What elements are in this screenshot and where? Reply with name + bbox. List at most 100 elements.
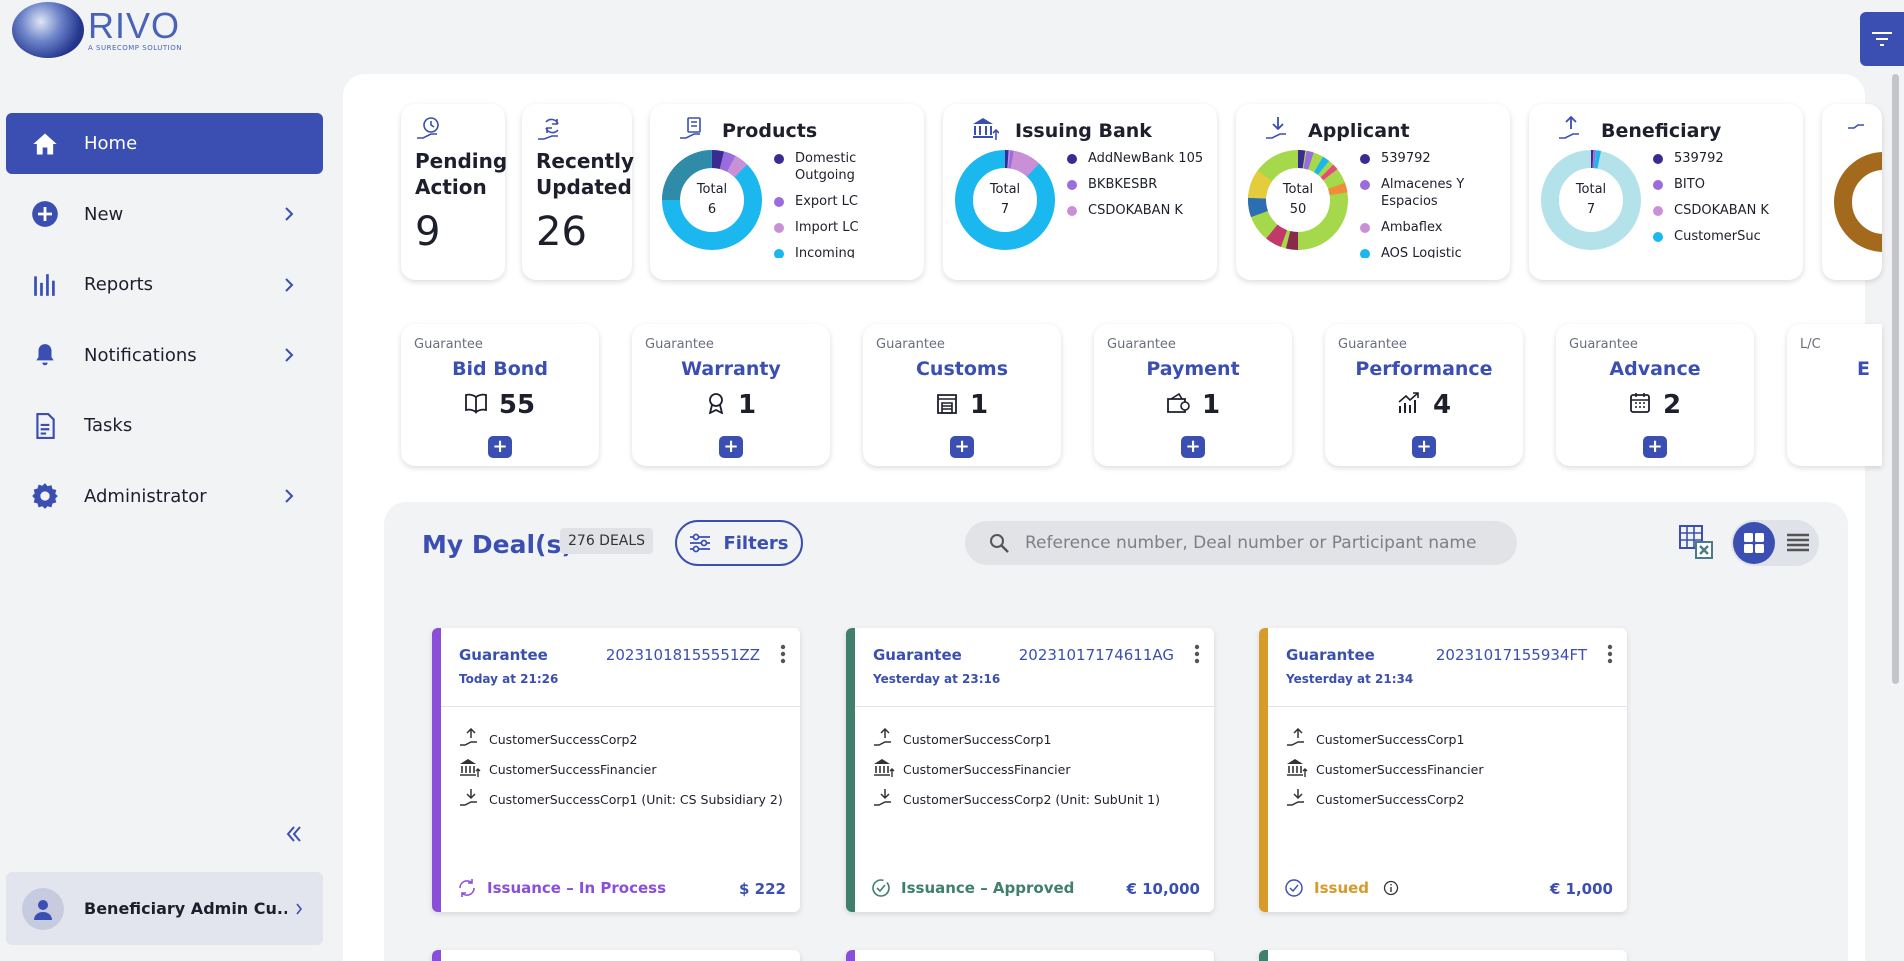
more-options-icon[interactable] <box>1194 644 1200 668</box>
legend-item[interactable]: Import LC <box>774 219 914 236</box>
next-pie-card[interactable] <box>1822 104 1882 280</box>
legend-item[interactable]: AOS Logistic <box>1360 245 1500 258</box>
sidebar-item-label: New <box>84 203 124 225</box>
add-payment-button[interactable]: + <box>1181 436 1205 458</box>
issuing-bank-card[interactable]: Issuing Bank Total 7 AddNewBank 105 BKBK… <box>943 104 1217 280</box>
gear-icon <box>28 479 62 513</box>
guarantee-card-customs[interactable]: Guarantee Customs 1 + <box>863 324 1061 466</box>
guarantee-card-advance[interactable]: Guarantee Advance 2 + <box>1556 324 1754 466</box>
legend-label: CSDOKABAN K <box>1088 203 1183 218</box>
beneficiary-name: CustomerSuccessCorp2 <box>489 732 638 747</box>
more-options-icon[interactable] <box>1607 644 1613 668</box>
deal-card[interactable] <box>1259 950 1627 961</box>
chevron-right-icon <box>277 277 301 292</box>
legend-label: Incoming <box>795 246 855 258</box>
sidebar-item-tasks[interactable]: Tasks <box>6 395 323 456</box>
deal-card[interactable]: Guarantee Today at 21:26 20231018155551Z… <box>432 628 800 912</box>
stat-title: Recently Updated <box>536 149 635 199</box>
pending-action-card[interactable]: Pending Action 9 <box>401 104 507 280</box>
list-view-button[interactable] <box>1779 522 1817 564</box>
add-customs-button[interactable]: + <box>950 436 974 458</box>
total-label: Total <box>1282 182 1314 197</box>
rivo-logo[interactable]: RIVO A SURECOMP SOLUTION <box>12 2 182 58</box>
products-card[interactable]: Products Total 6 Domestic Outgoing Expor… <box>650 104 924 280</box>
legend-item[interactable]: Domestic Outgoing <box>774 150 914 184</box>
add-bid-bond-button[interactable]: + <box>488 436 512 458</box>
deal-card[interactable] <box>846 950 1214 961</box>
sidebar-item-home[interactable]: Home <box>6 113 323 174</box>
legend-item[interactable]: CustomerSuc <box>1653 228 1793 245</box>
sidebar-item-notifications[interactable]: Notifications <box>6 325 323 386</box>
legend-item[interactable]: 539792 <box>1653 150 1793 167</box>
legend-dot <box>774 249 784 258</box>
search-input[interactable] <box>1025 533 1495 553</box>
deal-card[interactable]: Guarantee Yesterday at 21:34 20231017155… <box>1259 628 1627 912</box>
user-profile[interactable]: Beneficiary Admin Cu... <box>6 872 323 945</box>
bell-icon <box>28 338 62 372</box>
legend-item[interactable]: Ambaflex <box>1360 219 1500 236</box>
guarantee-card-warranty[interactable]: Guarantee Warranty 1 + <box>632 324 830 466</box>
applicant-icon <box>1286 788 1316 811</box>
card-count: 1 <box>1201 390 1221 420</box>
sidebar-item-reports[interactable]: Reports <box>6 254 323 315</box>
sliders-icon <box>690 533 711 553</box>
chart-up-icon <box>1397 392 1421 418</box>
sidebar-item-new[interactable]: New <box>6 184 323 245</box>
beneficiary-icon <box>873 727 903 751</box>
lc-card-partial[interactable]: L/C E <box>1787 324 1882 466</box>
bank-name: CustomerSuccessFinancier <box>1316 762 1484 777</box>
chevron-right-icon <box>277 348 301 362</box>
deal-search-bar[interactable] <box>965 521 1517 565</box>
card-category: Guarantee <box>1338 337 1407 352</box>
deal-card[interactable] <box>432 950 800 961</box>
export-excel-button[interactable] <box>1678 524 1714 564</box>
add-performance-button[interactable]: + <box>1412 436 1436 458</box>
bank-icon <box>1286 758 1316 781</box>
guarantee-card-bid-bond[interactable]: Guarantee Bid Bond 55 + <box>401 324 599 466</box>
stat-value: 26 <box>536 209 587 255</box>
legend-item[interactable]: CSDOKABAN K <box>1653 202 1793 219</box>
filter-menu-button[interactable] <box>1860 12 1904 66</box>
applicant-card[interactable]: Applicant Total 50 539792 Almacenes Y Es… <box>1236 104 1510 280</box>
deal-time: Yesterday at 23:16 <box>873 672 1001 686</box>
legend-label: Domestic Outgoing <box>795 151 857 183</box>
add-warranty-button[interactable]: + <box>719 436 743 458</box>
applicant-row: CustomerSuccessCorp1 (Unit: CS Subsidiar… <box>459 788 783 811</box>
legend-item[interactable]: AddNewBank 105 <box>1067 150 1207 167</box>
legend-item[interactable]: Export LC <box>774 193 914 210</box>
sidebar-item-administrator[interactable]: Administrator <box>6 466 323 527</box>
info-icon[interactable] <box>1383 880 1399 896</box>
status-stripe <box>1259 950 1268 961</box>
legend-dot <box>1653 206 1663 216</box>
grid-view-button[interactable] <box>1733 522 1775 564</box>
legend-item[interactable]: BITO <box>1653 176 1793 193</box>
add-advance-button[interactable]: + <box>1643 436 1667 458</box>
status-label: Issuance – Approved <box>901 879 1075 897</box>
document-icon <box>28 409 62 443</box>
total-value: 7 <box>1586 202 1596 217</box>
card-category: Guarantee <box>414 337 483 352</box>
more-options-icon[interactable] <box>780 644 786 668</box>
filters-button[interactable]: Filters <box>675 520 803 566</box>
collapse-sidebar-icon[interactable] <box>284 824 308 848</box>
legend-item[interactable]: CSDOKABAN K <box>1067 202 1207 219</box>
legend-item[interactable]: 539792 <box>1360 150 1500 167</box>
guarantee-card-payment[interactable]: Guarantee Payment 1 + <box>1094 324 1292 466</box>
legend-item[interactable]: BKBKESBR <box>1067 176 1207 193</box>
legend-item[interactable]: Almacenes Y Espacios <box>1360 176 1500 210</box>
recently-updated-card[interactable]: Recently Updated 26 <box>522 104 634 280</box>
guarantee-card-performance[interactable]: Guarantee Performance 4 + <box>1325 324 1523 466</box>
section-title: My Deal(s) <box>422 530 573 559</box>
legend-item[interactable]: Incoming <box>774 245 914 258</box>
beneficiary-card[interactable]: Beneficiary Total 7 539792 BITO CSDOKABA… <box>1529 104 1803 280</box>
brand-tagline: A SURECOMP SOLUTION <box>88 44 182 52</box>
grid-icon <box>1744 533 1764 553</box>
bank-row: CustomerSuccessFinancier <box>873 758 1070 781</box>
applicant-legend: 539792 Almacenes Y Espacios Ambaflex AOS… <box>1360 150 1500 258</box>
beneficiary-name: CustomerSuccessCorp1 <box>903 732 1052 747</box>
scrollbar[interactable] <box>1892 74 1899 684</box>
deal-card[interactable]: Guarantee Yesterday at 23:16 20231017174… <box>846 628 1214 912</box>
bank-name: CustomerSuccessFinancier <box>903 762 1071 777</box>
legend-dot <box>1360 223 1370 233</box>
legend-dot <box>774 197 784 207</box>
